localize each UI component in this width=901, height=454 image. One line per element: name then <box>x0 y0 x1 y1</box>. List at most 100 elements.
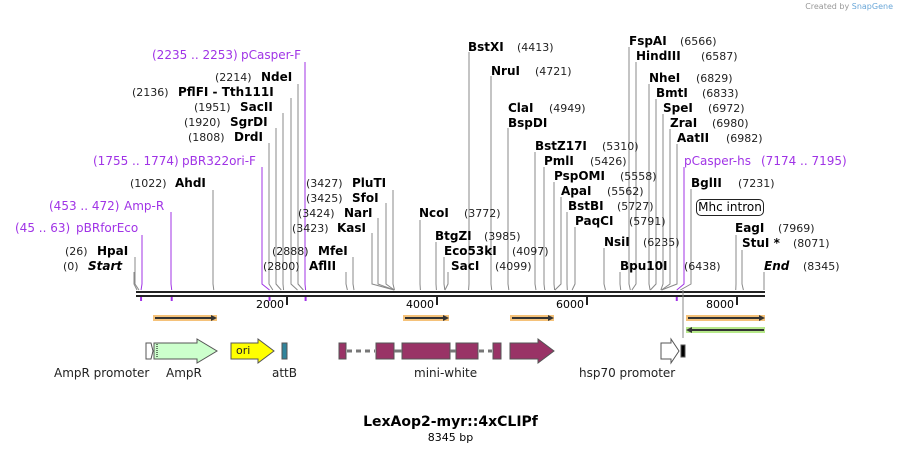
restriction-site-pspomi[interactable]: PspOMI <box>554 169 605 183</box>
site-position: (4413) <box>517 41 554 54</box>
restriction-site-aatii[interactable]: AatII <box>677 131 710 145</box>
site-line <box>661 129 671 291</box>
restriction-site-nsii[interactable]: NsiI <box>604 235 630 249</box>
restriction-site-stui-[interactable]: StuI * <box>742 236 780 250</box>
site-line <box>282 113 285 291</box>
feature-label-attb[interactable]: attB <box>272 366 297 380</box>
primer-range: (7174 .. 7195) <box>761 154 847 168</box>
restriction-site-eco53ki[interactable]: Eco53kI <box>444 244 497 258</box>
site-line <box>304 62 307 291</box>
restriction-site-pluti[interactable]: PluTI <box>352 176 387 190</box>
feature-label-mhc-intron[interactable]: Mhc intron <box>696 199 764 216</box>
site-line <box>392 190 395 291</box>
restriction-site-sgrdi[interactable]: SgrDI <box>230 115 268 129</box>
primer-range: (45 .. 63) <box>15 221 71 235</box>
primer-range: (453 .. 472) <box>49 199 120 213</box>
feature-label-ori[interactable]: ori <box>236 344 251 357</box>
site-line <box>554 197 562 291</box>
site-line <box>631 62 637 291</box>
restriction-site-nari[interactable]: NarI <box>344 206 373 220</box>
backbone-top <box>136 291 765 293</box>
restriction-site-bpu10i[interactable]: Bpu10I <box>620 259 668 273</box>
site-position: (6235) <box>643 236 680 249</box>
site-position: (3427) <box>306 177 343 190</box>
site-position: (5791) <box>629 215 666 228</box>
restriction-site-aflii[interactable]: AflII <box>309 259 337 273</box>
tick-label: 6000 <box>556 298 584 311</box>
restriction-site-pmli[interactable]: PmlI <box>544 154 574 168</box>
restriction-site-start[interactable]: Start <box>88 259 123 273</box>
restriction-site-nhei[interactable]: NheI <box>649 71 681 85</box>
site-position: (7969) <box>778 222 815 235</box>
restriction-site-spei[interactable]: SpeI <box>663 101 693 115</box>
site-line <box>170 212 173 291</box>
site-line <box>490 76 493 291</box>
site-position: (3985) <box>484 230 521 243</box>
restriction-site-bmti[interactable]: BmtI <box>656 86 688 100</box>
restriction-site-sacii[interactable]: SacII <box>240 100 273 114</box>
restriction-site-kasi[interactable]: KasI <box>337 221 367 235</box>
primer-amp-r[interactable]: Amp-R <box>124 199 165 213</box>
site-line <box>628 47 631 291</box>
restriction-site-eagi[interactable]: EagI <box>735 221 765 235</box>
restriction-site-saci[interactable]: SacI <box>451 259 480 273</box>
restriction-site-btgzi[interactable]: BtgZI <box>435 229 472 243</box>
site-line <box>443 257 446 291</box>
restriction-site-zrai[interactable]: ZraI <box>670 116 698 130</box>
feature-label-ampr-promoter[interactable]: AmpR promoter <box>54 366 150 380</box>
restriction-site-bglii[interactable]: BglII <box>691 176 722 190</box>
primer-pcasper-hs[interactable]: pCasper-hs <box>684 154 751 168</box>
site-line <box>261 167 270 291</box>
site-line <box>275 128 282 291</box>
site-line <box>741 250 744 291</box>
restriction-site-apai[interactable]: ApaI <box>561 184 592 198</box>
restriction-site-nrui[interactable]: NruI <box>491 64 520 78</box>
credit-prefix: Created by <box>805 2 850 11</box>
site-line <box>133 272 138 291</box>
restriction-site-hindiii[interactable]: HindIII <box>636 49 681 63</box>
restriction-site-clai[interactable]: ClaI <box>508 101 534 115</box>
restriction-site-sfoi[interactable]: SfoI <box>352 191 379 205</box>
primer-pcasper-f[interactable]: pCasper-F <box>241 48 301 62</box>
primer-pbr322ori-f[interactable]: pBR322ori-F <box>182 154 256 168</box>
restriction-site-bstz17i[interactable]: BstZ17I <box>535 139 587 153</box>
site-position: (4721) <box>535 65 572 78</box>
feature-label-hsp70-promoter[interactable]: hsp70 promoter <box>579 366 676 380</box>
site-line <box>268 143 274 291</box>
site-position: (1808) <box>188 131 225 144</box>
mhc-intron-mark <box>680 344 686 358</box>
restriction-site-ndei[interactable]: NdeI <box>261 70 293 84</box>
feature-label-ampr[interactable]: AmpR <box>166 366 202 380</box>
hsp70-promoter-arrow <box>660 337 680 365</box>
site-position: (1022) <box>130 177 167 190</box>
site-position: (6982) <box>726 132 763 145</box>
ampr-arrow <box>153 338 218 364</box>
restriction-site-paqci[interactable]: PaqCI <box>575 214 614 228</box>
restriction-site-bstxi[interactable]: BstXI <box>468 40 504 54</box>
attb-box <box>281 342 288 360</box>
restriction-site-fspai[interactable]: FspAI <box>629 34 667 48</box>
site-position: (6980) <box>712 117 749 130</box>
site-position: (5426) <box>590 155 627 168</box>
feature-label-mini-white[interactable]: mini-white <box>414 366 478 380</box>
tick-label: 2000 <box>256 298 284 311</box>
site-position: (5562) <box>607 185 644 198</box>
restriction-site-hpai[interactable]: HpaI <box>97 244 129 258</box>
site-line <box>676 167 685 291</box>
site-line <box>534 152 537 291</box>
restriction-site-end[interactable]: End <box>764 259 790 273</box>
site-position: (7231) <box>738 177 775 190</box>
primer-pbrforeco[interactable]: pBRforEco <box>76 221 139 235</box>
site-position: (6972) <box>708 102 745 115</box>
restriction-site-pflfi-tth111i[interactable]: PflFI - Tth111I <box>178 85 274 99</box>
site-position: (3425) <box>306 192 343 205</box>
restriction-site-bspdi[interactable]: BspDI <box>508 116 548 130</box>
restriction-site-ahdi[interactable]: AhdI <box>175 176 206 190</box>
site-position: (6438) <box>684 260 721 273</box>
restriction-site-drdi[interactable]: DrdI <box>234 130 263 144</box>
ticks <box>286 297 738 305</box>
restriction-site-bstbi[interactable]: BstBI <box>568 199 604 213</box>
restriction-site-mfei[interactable]: MfeI <box>318 244 348 258</box>
site-line <box>212 190 215 291</box>
restriction-site-ncoi[interactable]: NcoI <box>419 206 449 220</box>
